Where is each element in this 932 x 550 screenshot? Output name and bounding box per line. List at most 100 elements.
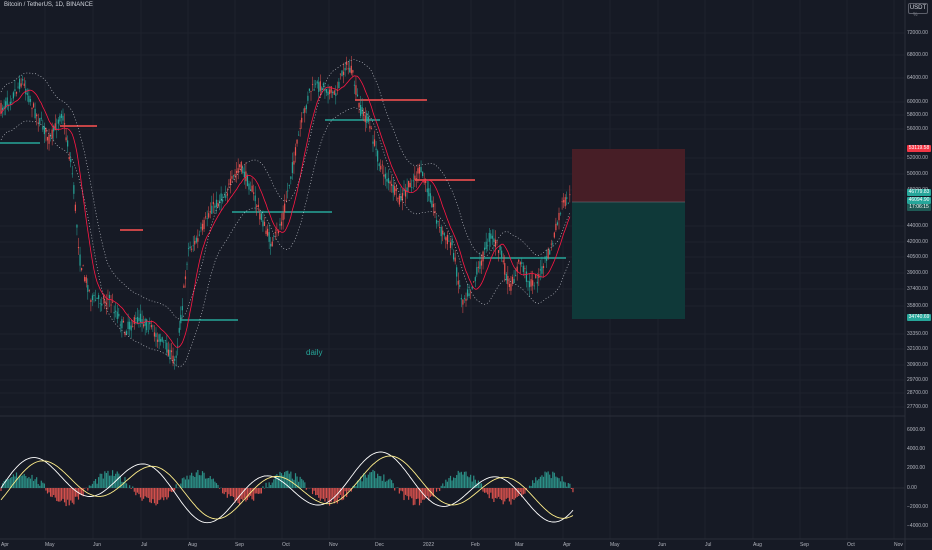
time-axis-label: Sep	[235, 542, 244, 548]
histogram-bar	[429, 488, 431, 497]
candle-body	[143, 324, 145, 327]
price-axis-label: 32100.00	[907, 346, 928, 352]
candle-body	[22, 79, 24, 81]
histogram-bar	[132, 486, 134, 488]
candle-body	[485, 241, 487, 250]
candle-body	[375, 148, 377, 150]
histogram-bar	[118, 473, 120, 488]
candle-body	[200, 227, 202, 229]
histogram-bar	[485, 488, 487, 493]
candle-body	[99, 303, 101, 304]
candle-body	[54, 123, 56, 131]
candle-body	[555, 223, 557, 231]
histogram-bar	[81, 488, 83, 496]
price-tag[interactable]: 46094.90	[907, 197, 931, 204]
histogram-bar	[394, 488, 396, 491]
histogram-bar	[344, 488, 346, 492]
candle-body	[319, 81, 321, 91]
histogram-bar	[12, 474, 14, 488]
histogram-bar	[40, 480, 42, 488]
candle-body	[358, 102, 360, 108]
histogram-bar	[79, 488, 81, 495]
candle-body	[327, 91, 329, 96]
symbol-title[interactable]: Bitcoin / TetherUS, 1D, BINANCE	[4, 2, 93, 8]
candle-body	[344, 67, 346, 71]
histogram-bar	[96, 483, 98, 488]
histogram-bar	[215, 483, 218, 488]
histogram-bar	[544, 471, 546, 488]
histogram-bar	[135, 488, 137, 496]
candle-body	[107, 299, 109, 301]
histogram-bar	[479, 483, 481, 488]
candle-body	[355, 85, 357, 95]
take-profit-zone[interactable]	[572, 202, 685, 319]
candle-body	[236, 170, 238, 174]
candle-body	[566, 197, 568, 199]
candle-body	[136, 316, 138, 324]
candle-body	[88, 289, 90, 291]
candle-body	[400, 196, 402, 201]
candle-body	[508, 283, 510, 287]
candle-body	[130, 325, 132, 331]
candle-body	[274, 232, 276, 234]
price-tag[interactable]: 34740.69	[907, 314, 931, 321]
candle-body	[296, 139, 298, 144]
candle-body	[403, 188, 405, 192]
histogram-bar	[473, 475, 475, 488]
histogram-bar	[232, 488, 235, 498]
candle-body	[218, 200, 221, 204]
histogram-bar	[443, 486, 445, 488]
histogram-bar	[101, 473, 103, 488]
stop-loss-zone[interactable]	[572, 149, 685, 202]
candle-body	[547, 249, 549, 259]
histogram-bar	[339, 488, 342, 495]
candle-body	[139, 313, 142, 323]
histogram-bar	[228, 488, 230, 495]
histogram-bar	[408, 488, 410, 500]
candle-body	[23, 83, 25, 86]
candle-body	[541, 266, 543, 274]
histogram-bar	[411, 488, 413, 499]
histogram-bar	[223, 488, 225, 495]
histogram-bar	[56, 488, 58, 501]
histogram-bar	[34, 479, 36, 488]
histogram-bar	[468, 477, 470, 488]
candle-body	[14, 89, 16, 91]
candle-body	[387, 178, 390, 184]
histogram-bar	[572, 488, 574, 493]
histogram-bar	[513, 488, 515, 500]
histogram-bar	[98, 477, 100, 488]
histogram-bar	[502, 488, 504, 505]
histogram-bar	[218, 488, 221, 489]
candle-body	[325, 88, 328, 93]
candle-body	[497, 250, 500, 253]
histogram-bar	[122, 481, 125, 488]
candle-body	[521, 262, 523, 265]
histogram-bar	[488, 488, 490, 499]
currency-button[interactable]: USDT	[908, 3, 928, 14]
candle-body	[56, 128, 58, 130]
histogram-bar	[425, 488, 427, 499]
candle-body	[431, 200, 433, 208]
time-axis-label: May	[45, 542, 55, 548]
histogram-bar	[477, 480, 479, 488]
histogram-bar	[74, 488, 76, 497]
candle-body	[19, 78, 21, 89]
price-tag[interactable]: 53119.58	[907, 145, 931, 152]
scale-mode-label[interactable]: %	[913, 12, 918, 18]
histogram-bar	[284, 472, 286, 488]
price-tag[interactable]: 17:06:15	[907, 204, 931, 211]
price-tag[interactable]: 46779.83	[907, 189, 931, 196]
candle-body	[360, 104, 362, 116]
histogram-bar	[448, 478, 450, 488]
candle-body	[251, 185, 253, 192]
histogram-bar	[397, 487, 399, 488]
histogram-bar	[29, 478, 32, 488]
histogram-bar	[217, 484, 219, 488]
candle-body	[549, 250, 551, 255]
candle-body	[308, 88, 311, 91]
histogram-bar	[329, 488, 331, 506]
candle-body	[206, 218, 208, 219]
price-axis-label: 30900.00	[907, 362, 928, 368]
